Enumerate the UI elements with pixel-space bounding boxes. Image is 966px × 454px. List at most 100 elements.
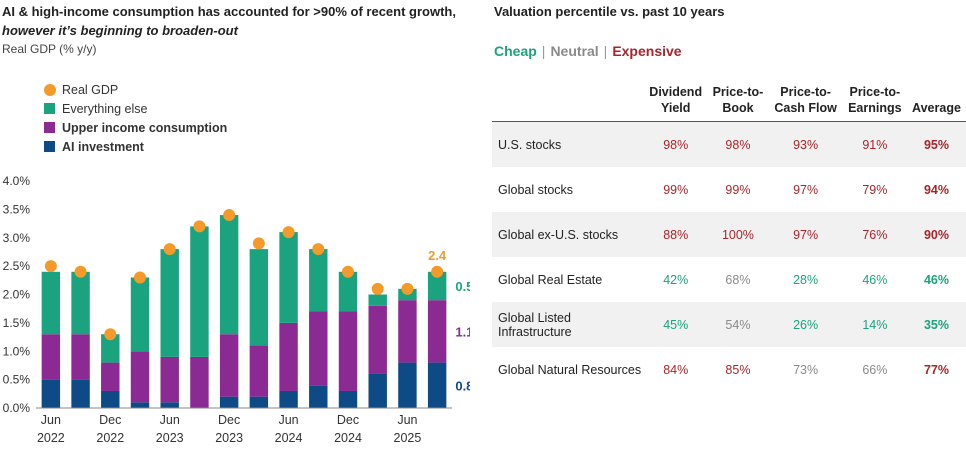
gdp-dot	[44, 260, 57, 273]
bar-segment	[219, 215, 239, 335]
legend-item: Everything else	[44, 99, 227, 118]
x-tick-label: 2024	[275, 431, 303, 445]
table-row: Global ex-U.S. stocks 88% 100% 97% 76% 90%	[492, 212, 966, 257]
y-tick-label: 2.5%	[3, 259, 31, 273]
average-cell: 77%	[923, 362, 949, 377]
gdp-dot	[252, 237, 265, 250]
column-header: Price-to- Book	[707, 80, 769, 122]
bar-segment	[130, 402, 150, 408]
bar-segment	[427, 271, 447, 301]
gdp-dot	[104, 328, 117, 341]
gdp-dot	[342, 265, 354, 278]
y-tick-label: 1.5%	[3, 316, 31, 330]
column-header-line2: Average	[912, 101, 961, 115]
row-label: U.S. stocks	[492, 121, 644, 167]
bar-segment	[309, 311, 328, 386]
x-tick-label: Jun	[41, 413, 61, 427]
key-neutral: Neutral	[550, 43, 599, 59]
bar-segment	[71, 334, 90, 380]
bar-segment	[190, 356, 209, 408]
table-cell: 97%	[793, 182, 819, 197]
column-header-line1: Price-to-	[712, 85, 764, 99]
row-label: Global stocks	[498, 182, 574, 197]
bar-segment	[101, 390, 120, 408]
right-panel: Valuation percentile vs. past 10 years C…	[492, 0, 966, 454]
row-label: Global Natural Resources	[498, 362, 642, 377]
table-cell: 26%	[768, 302, 843, 347]
table-cell: 93%	[768, 121, 843, 167]
gdp-dot	[282, 226, 295, 239]
table-row: Global Listed Infrastructure 45% 54% 26% 14%…	[492, 302, 966, 347]
average-cell: 35%	[906, 302, 966, 347]
bar-segment	[249, 249, 269, 346]
x-tick-label: Dec	[99, 413, 121, 427]
column-header-line2: Book	[722, 101, 754, 115]
column-header-line2: Earnings	[848, 101, 902, 115]
y-tick-label: 2.0%	[3, 288, 31, 302]
x-tick-label: Jun	[160, 413, 180, 427]
bar-segment	[249, 345, 269, 397]
column-header-line2: Cash Flow	[774, 101, 837, 115]
gdp-dot	[223, 209, 236, 222]
column-header-line1	[909, 84, 964, 100]
bar-segment	[368, 305, 387, 374]
table-row: Global stocks 99% 99% 97% 79% 94%	[492, 167, 966, 212]
table-cell: 85%	[725, 362, 751, 377]
bar-segment	[190, 226, 209, 357]
column-header-line1: Price-to-	[780, 85, 831, 99]
table-row: Global Natural Resources 84% 85% 73% 66% 77%	[492, 347, 966, 392]
x-tick-label: Dec	[218, 413, 240, 427]
column-header: Price-to- Cash Flow	[768, 80, 843, 122]
legend-label: AI investment	[62, 139, 144, 154]
chart-title-line1: AI & high-income consumption has account…	[2, 4, 456, 19]
y-tick-label: 0.5%	[3, 373, 31, 387]
x-tick-label: 2025	[394, 431, 422, 445]
bar-segment	[398, 362, 417, 408]
x-tick-label: 2023	[215, 431, 243, 445]
column-header: Price-to- Earnings	[842, 80, 907, 122]
average-cell: 46%	[923, 272, 949, 287]
legend-dot	[44, 83, 56, 96]
bar-segment	[71, 271, 90, 335]
column-header-line2	[494, 100, 642, 116]
table-title: Valuation percentile vs. past 10 years	[494, 4, 725, 19]
legend-item: Real GDP	[44, 80, 227, 99]
bar-segment	[219, 334, 239, 397]
legend-swatch	[44, 103, 55, 114]
table-cell: 98%	[644, 121, 708, 167]
table-cell: 54%	[707, 302, 769, 347]
table-cell: 84%	[663, 362, 689, 377]
gdp-dot	[74, 265, 87, 278]
legend-swatch	[44, 122, 55, 133]
bar-segment	[338, 271, 358, 312]
key-separator: |	[603, 43, 608, 59]
bar-segment	[279, 390, 298, 408]
table-row: U.S. stocks 98% 98% 93% 91% 95%	[492, 121, 966, 167]
y-tick-label: 0.0%	[3, 401, 31, 415]
table-cell: 42%	[663, 272, 689, 287]
stacked-bar-chart: 0.0% 0.5% 1.0% 1.5% 2.0% 2.5% 3.0% 3.5% 4.0% Jun 2…	[3, 174, 470, 445]
x-tick-label: Dec	[337, 413, 359, 427]
column-header: Dividend Yield	[644, 80, 708, 122]
bar-segment	[249, 396, 269, 408]
bar-segment	[398, 300, 417, 363]
average-cell: 90%	[906, 212, 966, 257]
bar-annotation: 1.1	[455, 324, 470, 339]
column-header-line1: Dividend	[649, 85, 703, 99]
bar-segment	[71, 379, 90, 408]
bar-segment	[309, 249, 328, 312]
table-row: Global Real Estate 42% 68% 28% 46% 46%	[492, 257, 966, 302]
bar-segment	[101, 362, 120, 391]
legend-item: AI investment	[44, 137, 227, 156]
chart-subtitle: Real GDP (% y/y)	[2, 42, 97, 56]
row-label: Global Real Estate	[498, 272, 603, 287]
x-tick-label: 2022	[37, 431, 65, 445]
table-cell: 28%	[793, 272, 819, 287]
table-cell: 68%	[725, 272, 751, 287]
bar-segment	[160, 249, 179, 357]
column-header	[492, 80, 644, 122]
y-tick-label: 4.0%	[3, 174, 31, 188]
y-tick-label: 3.5%	[3, 202, 31, 216]
table-cell: 91%	[842, 121, 907, 167]
chart-title-line2: however it’s beginning to broaden-out	[2, 23, 238, 38]
